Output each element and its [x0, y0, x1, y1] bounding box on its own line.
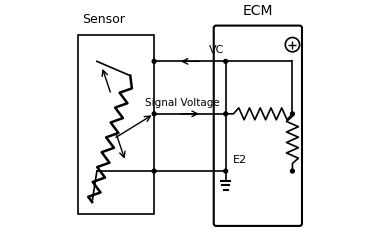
Text: VC: VC: [209, 45, 224, 55]
Circle shape: [152, 169, 156, 173]
Text: Signal Voltage: Signal Voltage: [146, 98, 220, 108]
Text: Sensor: Sensor: [82, 13, 125, 26]
Text: ECM: ECM: [243, 4, 273, 19]
Text: E2: E2: [233, 155, 247, 165]
Circle shape: [224, 112, 228, 116]
Circle shape: [291, 112, 294, 116]
Circle shape: [291, 169, 294, 173]
Circle shape: [152, 60, 156, 63]
Circle shape: [224, 60, 228, 63]
Circle shape: [152, 112, 156, 116]
Circle shape: [224, 169, 228, 173]
